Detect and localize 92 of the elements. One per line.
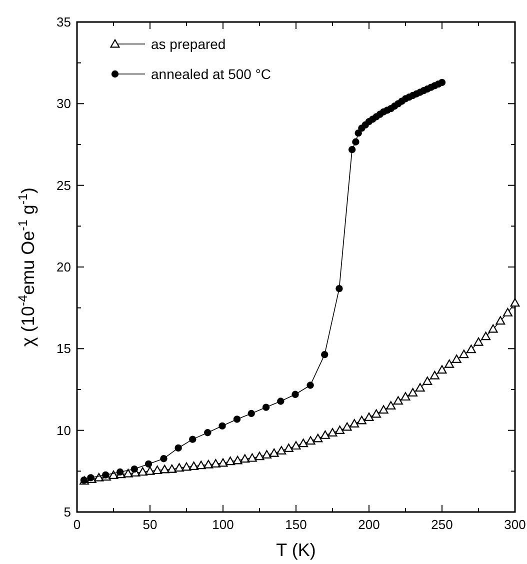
point <box>510 298 520 307</box>
point <box>144 460 152 468</box>
point <box>145 466 155 475</box>
point <box>354 129 362 137</box>
point <box>408 388 418 396</box>
point <box>393 396 403 405</box>
point <box>218 422 226 430</box>
point <box>248 410 255 418</box>
point <box>291 441 301 450</box>
point <box>174 463 184 472</box>
point <box>182 462 192 471</box>
point <box>189 436 196 443</box>
point <box>204 429 212 436</box>
point <box>189 462 199 470</box>
point <box>444 359 454 368</box>
point <box>437 365 447 374</box>
point <box>438 78 446 86</box>
point <box>269 448 279 457</box>
y-tick-label: 15 <box>56 341 71 356</box>
point <box>233 416 241 423</box>
x-tick-label: 50 <box>142 517 158 532</box>
point <box>306 382 314 389</box>
y-tick-label: 25 <box>56 178 71 193</box>
legend-label: as prepared <box>151 36 226 52</box>
point <box>218 458 228 467</box>
point <box>196 460 206 470</box>
point <box>174 444 182 452</box>
x-tick-label: 200 <box>358 517 380 532</box>
point <box>210 459 220 468</box>
point <box>160 454 168 462</box>
y-tick-label: 5 <box>64 504 71 520</box>
point <box>430 370 440 380</box>
point <box>386 401 396 410</box>
point <box>138 467 148 476</box>
point <box>474 337 484 346</box>
point <box>378 405 388 414</box>
y-tick-label: 20 <box>56 260 71 274</box>
point <box>116 468 124 476</box>
point <box>313 434 323 442</box>
y-tick-label: 10 <box>56 422 71 438</box>
point <box>87 474 94 482</box>
point <box>160 464 170 474</box>
point <box>306 436 316 445</box>
point <box>335 426 345 434</box>
x-tick-label: 150 <box>285 517 307 532</box>
x-axis-title: T (K) <box>276 540 316 560</box>
point <box>204 460 214 468</box>
point <box>415 383 425 392</box>
point <box>400 392 410 401</box>
point <box>108 470 118 479</box>
point <box>348 146 356 154</box>
point <box>123 468 133 478</box>
point <box>167 464 177 473</box>
point <box>277 398 284 405</box>
point <box>459 350 469 358</box>
point <box>298 438 308 448</box>
point <box>372 409 382 418</box>
point <box>328 428 338 436</box>
point <box>254 452 264 460</box>
legend-label: annealed at 500 °C <box>151 66 272 82</box>
point <box>152 466 162 474</box>
point <box>364 412 374 421</box>
point <box>284 444 294 452</box>
point <box>320 430 330 439</box>
point <box>336 284 343 292</box>
point <box>226 456 236 466</box>
x-tick-label: 0 <box>73 517 81 532</box>
point <box>352 138 360 146</box>
point <box>452 354 462 363</box>
y-tick-label: 30 <box>56 96 71 112</box>
point <box>496 316 506 325</box>
point <box>262 450 272 459</box>
point <box>481 332 491 340</box>
point <box>130 465 138 473</box>
point <box>321 350 328 358</box>
point <box>262 404 270 411</box>
point <box>232 456 242 464</box>
y-tick-label: 35 <box>56 14 71 30</box>
point <box>350 419 360 428</box>
point <box>240 454 250 463</box>
point <box>276 446 286 454</box>
point <box>502 308 512 316</box>
point <box>247 453 257 462</box>
x-tick-label: 100 <box>212 517 234 532</box>
point <box>342 422 352 431</box>
point <box>422 376 432 386</box>
point <box>488 324 498 333</box>
x-tick-label: 250 <box>431 517 453 532</box>
point <box>466 344 476 354</box>
point <box>292 390 299 398</box>
point <box>356 416 366 424</box>
x-tick-label: 300 <box>504 517 526 532</box>
